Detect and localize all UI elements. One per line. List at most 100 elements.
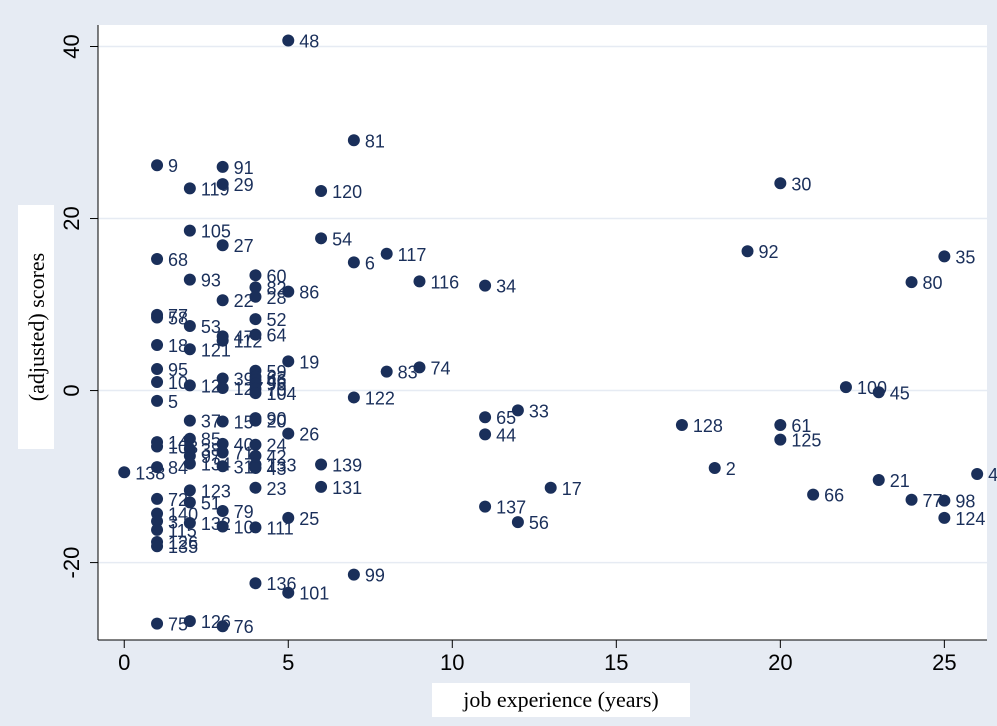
data-point — [183, 517, 196, 530]
data-point — [774, 177, 787, 190]
y-tick-label: -20 — [59, 547, 84, 579]
data-point-label: 40 — [234, 435, 254, 455]
x-tick-label: 15 — [604, 650, 628, 675]
data-point — [839, 381, 852, 394]
data-point — [938, 494, 951, 507]
data-point-label: 22 — [234, 291, 254, 311]
data-point-label: 9 — [168, 156, 178, 176]
data-point — [183, 414, 196, 427]
y-axis-title: (adjusted) scores — [24, 253, 49, 401]
data-point-label: 3 — [168, 512, 178, 532]
data-point — [249, 414, 262, 427]
axes — [97, 25, 987, 641]
data-point — [183, 484, 196, 497]
data-point-label: 131 — [332, 478, 362, 498]
data-point — [183, 320, 196, 333]
data-point — [774, 433, 787, 446]
data-point-label: 41 — [988, 465, 997, 485]
data-point — [216, 239, 229, 252]
data-point-label: 82 — [266, 278, 286, 298]
data-point-label: 125 — [791, 431, 821, 451]
data-point — [151, 375, 164, 388]
data-point — [249, 481, 262, 494]
data-point — [216, 437, 229, 450]
data-point — [479, 279, 492, 292]
data-point — [282, 586, 295, 599]
data-point-label: 86 — [299, 283, 319, 303]
data-point-label: 98 — [955, 492, 975, 512]
data-point — [675, 418, 688, 431]
data-point — [380, 247, 393, 260]
data-point-label: 34 — [496, 277, 516, 297]
data-point — [872, 386, 885, 399]
data-point — [741, 245, 754, 258]
data-point-label: 76 — [234, 617, 254, 637]
data-point — [282, 285, 295, 298]
data-point — [216, 160, 229, 173]
data-point-label: 123 — [201, 481, 231, 501]
y-axis-title-box — [18, 205, 54, 449]
data-point — [183, 432, 196, 445]
data-point-label: 91 — [234, 158, 254, 178]
data-point — [380, 365, 393, 378]
data-point — [511, 404, 524, 417]
data-point-label: 138 — [135, 463, 165, 483]
data-point-label: 135 — [168, 537, 198, 557]
data-point-label: 51 — [201, 493, 221, 513]
data-point-label: 54 — [332, 229, 352, 249]
data-point-label: 72 — [168, 490, 188, 510]
data-point-label: 24 — [266, 436, 286, 456]
x-tick-label: 10 — [440, 650, 464, 675]
data-point-label: 20 — [266, 412, 286, 432]
gridlines — [98, 45, 987, 564]
data-point-label: 90 — [266, 409, 286, 429]
data-point — [249, 387, 262, 400]
data-point — [511, 516, 524, 529]
y-tick-label: 0 — [59, 384, 84, 396]
data-point-label: 105 — [201, 222, 231, 242]
data-point — [347, 134, 360, 147]
x-tick-label: 25 — [932, 650, 956, 675]
data-point — [216, 460, 229, 473]
data-point-label: 43 — [266, 459, 286, 479]
data-point-label: 31 — [234, 457, 254, 477]
data-point-label: 101 — [299, 584, 329, 604]
data-point-label: 18 — [168, 336, 188, 356]
data-point-label: 28 — [266, 288, 286, 308]
data-point-label: 39 — [234, 370, 254, 390]
data-point — [249, 313, 262, 326]
data-point-label: 60 — [266, 266, 286, 286]
data-point — [413, 361, 426, 374]
data-point — [905, 493, 918, 506]
data-point — [249, 438, 262, 451]
data-point — [315, 458, 328, 471]
data-point-label: 6 — [365, 253, 375, 273]
data-point-label: 65 — [496, 408, 516, 428]
data-point — [151, 617, 164, 630]
data-point-label: 48 — [299, 31, 319, 51]
data-point-label: 116 — [430, 272, 459, 292]
data-point — [216, 520, 229, 533]
data-point — [151, 338, 164, 351]
data-point — [315, 185, 328, 198]
data-point-label: 10 — [234, 517, 254, 537]
data-point — [216, 504, 229, 517]
data-point — [216, 294, 229, 307]
data-point — [249, 461, 262, 474]
data-point — [183, 273, 196, 286]
data-point — [315, 232, 328, 245]
data-point-label: 137 — [496, 498, 526, 518]
data-point-label: 84 — [168, 458, 188, 478]
data-point-label: 120 — [332, 182, 362, 202]
data-point — [413, 275, 426, 288]
data-point-label: 14 — [168, 433, 188, 453]
data-point-label: 83 — [398, 363, 418, 383]
data-point-label: 46 — [266, 371, 286, 391]
data-point — [183, 457, 196, 470]
data-point-label: 30 — [791, 174, 811, 194]
data-point-label: 5 — [168, 392, 178, 412]
data-point — [249, 521, 262, 534]
data-point-label: 52 — [266, 310, 286, 330]
data-point — [938, 511, 951, 524]
data-point-label: 92 — [759, 242, 779, 262]
